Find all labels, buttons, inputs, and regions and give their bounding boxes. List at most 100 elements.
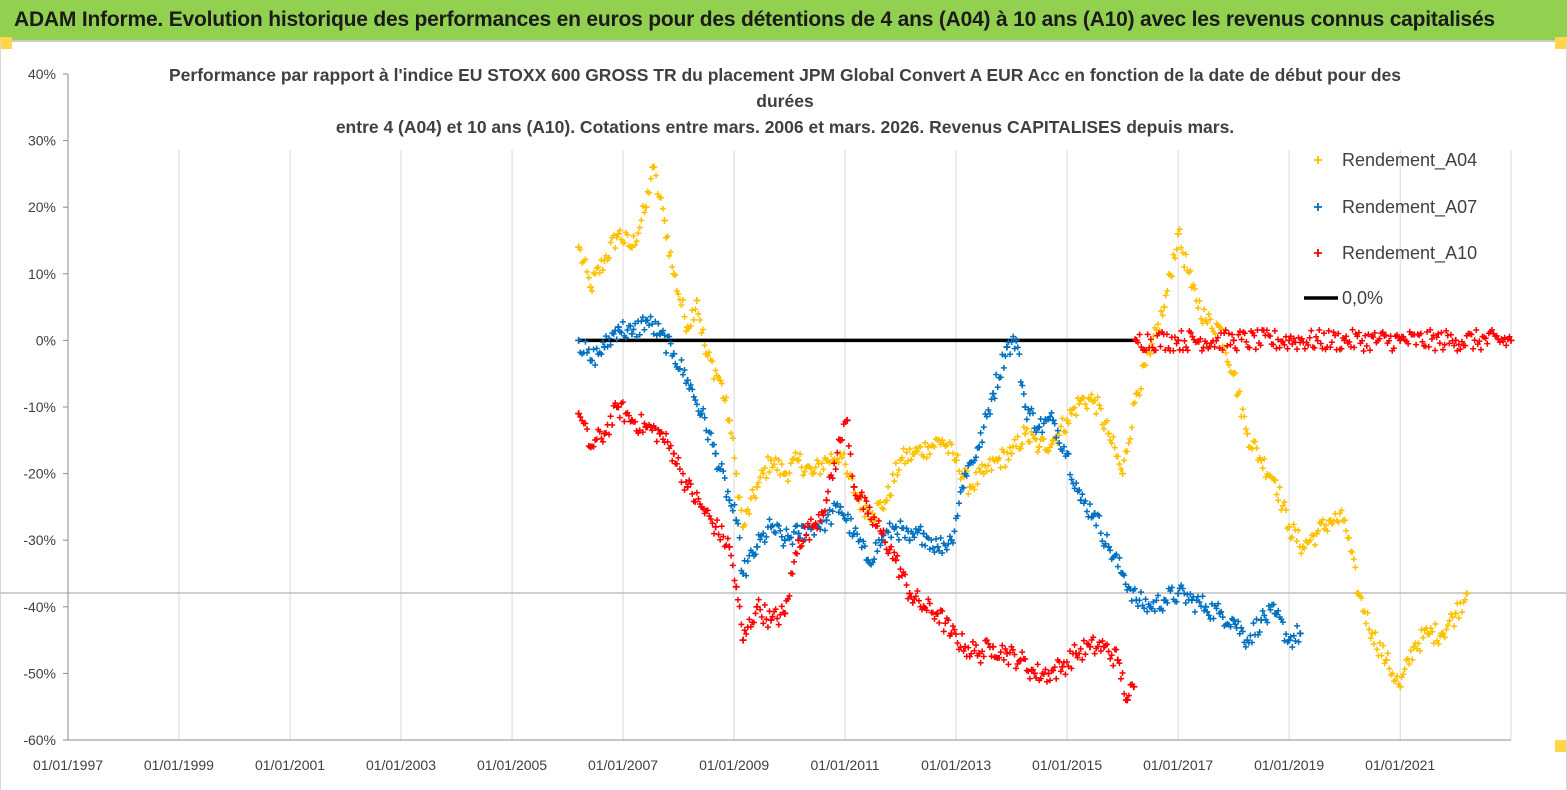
data-point [1048,409,1055,416]
data-point [1102,540,1109,547]
data-point [1189,333,1196,340]
data-point [1259,607,1266,614]
data-point [1372,629,1379,636]
data-point [1093,410,1100,417]
data-point [651,163,658,170]
data-point [1301,545,1308,552]
data-point [700,505,707,512]
data-point [1427,326,1434,333]
data-point [1471,337,1478,344]
data-point [815,511,822,518]
data-point [858,489,865,496]
data-point [993,371,1000,378]
data-point [875,518,882,525]
data-point [612,400,619,407]
data-point [679,296,686,303]
data-point [606,254,613,261]
data-point [582,420,589,427]
data-point [1013,443,1020,450]
data-point [1349,549,1356,556]
data-point [834,500,841,507]
data-point [621,239,628,246]
data-point [1246,344,1253,351]
data-point [917,443,924,450]
data-point [986,410,993,417]
data-point [790,529,797,536]
legend-entry: Rendement_A04 [1314,150,1477,171]
data-point [1283,631,1290,638]
data-point [1045,448,1052,455]
data-point [679,371,686,378]
data-point [886,520,893,527]
data-point [1301,345,1308,352]
data-point [1116,660,1123,667]
data-point [871,556,878,563]
data-point [1065,663,1072,670]
x-tick-label: 01/01/2019 [1254,757,1324,773]
data-point [1149,344,1156,351]
data-point [1195,304,1201,311]
data-point [864,556,872,564]
data-point [749,549,756,556]
data-point [1099,638,1106,645]
data-point [593,345,600,352]
data-point [663,430,670,437]
data-point [675,454,682,461]
data-point [1343,527,1350,534]
data-point [1213,605,1220,612]
data-point [1256,629,1263,636]
data-point [1164,287,1171,294]
data-point [584,426,591,433]
data-point [1099,538,1106,545]
data-point [1318,520,1325,527]
legend-entry: Rendement_A10 [1314,243,1477,264]
data-point [1105,543,1113,551]
data-point [820,466,827,473]
data-point [963,472,970,479]
data-point [618,236,625,243]
data-point [1484,340,1491,347]
data-point [1202,603,1210,611]
data-point [1121,690,1128,697]
data-point [801,524,808,531]
data-point [1386,337,1393,344]
x-tick-label: 01/01/2001 [255,757,325,773]
data-point [1086,396,1093,403]
data-point [577,413,584,420]
data-point [1232,370,1239,377]
data-point [714,517,721,524]
y-tick-label: 30% [28,133,56,149]
data-point [731,577,738,584]
data-point [1305,342,1312,349]
data-point [704,352,711,359]
data-point [1124,586,1131,593]
data-point [1086,501,1093,508]
data-point [585,274,592,281]
data-point [1224,342,1231,349]
data-point [889,471,896,478]
data-point [1270,601,1277,608]
data-point [586,283,594,291]
data-point [908,456,915,463]
data-point [1332,332,1339,339]
data-point [894,472,901,479]
data-point [669,264,676,271]
data-point [965,644,972,651]
data-point [613,234,620,241]
data-point [949,623,956,630]
data-point [1219,347,1226,354]
data-point [704,507,711,514]
data-point [902,534,909,541]
data-point [985,462,992,469]
data-point [760,620,767,627]
data-point [1298,335,1305,342]
data-point [1114,563,1121,570]
data-point [772,529,779,536]
data-point [1116,461,1123,468]
data-point [619,318,626,325]
data-point [681,313,688,320]
data-point [1118,466,1124,473]
y-axis: 40% 30% 20% 10% 0% -10% -20% -30% -40% -50% -60% [23,66,1511,748]
data-point [698,410,706,418]
data-point [1424,629,1432,637]
